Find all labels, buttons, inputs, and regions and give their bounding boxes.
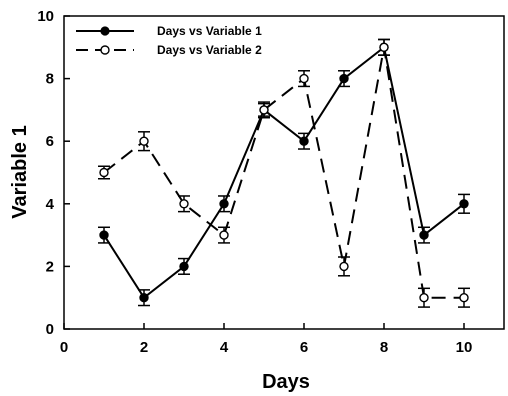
- y-axis-title: Variable 1: [9, 125, 31, 218]
- data-point-series-2: [219, 230, 229, 240]
- data-point-series-2: [259, 105, 269, 115]
- y-tick-label: 4: [46, 196, 55, 213]
- data-point-series-2: [379, 42, 389, 52]
- x-tick-label: 0: [60, 339, 68, 356]
- x-tick-label: 6: [300, 339, 308, 356]
- data-point-series-2: [99, 167, 109, 178]
- y-tick-label: 6: [46, 133, 54, 150]
- data-point-series-2: [179, 199, 189, 209]
- data-point-series-1: [179, 261, 189, 272]
- y-tick-label: 10: [37, 8, 54, 25]
- plot-layer: 0 2 4 6 8 10 0 2 4 6 8 10: [37, 8, 472, 356]
- data-point-series-2: [419, 293, 429, 303]
- data-point-series-2: [139, 136, 149, 146]
- legend-label-series-2: Days vs Variable 2: [157, 43, 262, 57]
- y-tick-label: 8: [46, 71, 54, 88]
- data-point-series-1: [459, 199, 469, 209]
- x-axis-title: Days: [262, 371, 310, 393]
- plot-frame: [63, 15, 505, 330]
- x-tick-label: 8: [380, 339, 388, 356]
- data-point-series-1: [139, 293, 149, 303]
- data-point-series-2: [459, 293, 469, 303]
- y-tick-label: 2: [46, 258, 54, 275]
- legend-marker-series-1: [100, 26, 110, 36]
- x-tick-label: 4: [220, 339, 229, 356]
- legend: Days vs Variable 1 Days vs Variable 2: [76, 24, 262, 57]
- x-tick-label: 2: [140, 339, 148, 356]
- legend-label-series-1: Days vs Variable 1: [157, 24, 262, 38]
- data-point-series-2: [339, 261, 349, 272]
- series-line-1: [103, 45, 465, 300]
- data-point-series-2: [299, 73, 309, 84]
- data-point-series-1: [339, 73, 349, 84]
- x-tick-label: 10: [456, 339, 473, 356]
- series-line-2: [103, 47, 464, 299]
- data-point-series-1: [299, 136, 309, 146]
- y-tick-label: 0: [46, 321, 54, 338]
- data-point-series-1: [419, 230, 429, 240]
- data-point-series-1: [99, 230, 109, 240]
- data-point-series-1: [219, 199, 229, 209]
- legend-marker-series-2: [100, 45, 110, 55]
